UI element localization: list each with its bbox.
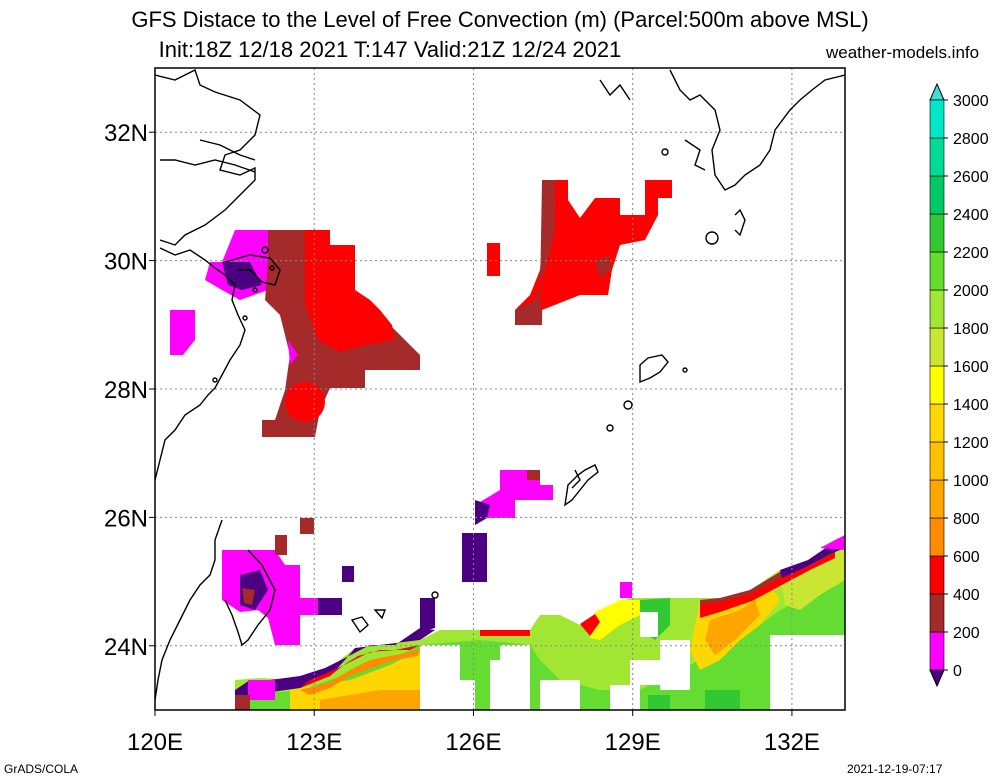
colorbar-label: 1800 [953,321,989,338]
colorbar-label: 3000 [953,93,989,110]
colorbar-label: 800 [953,511,980,528]
colorbar-swatch [929,517,945,557]
lfc-field [170,180,845,710]
lon-tick-labels: 120E 123E 126E 129E 132E [127,710,820,756]
field-high-south [235,535,845,710]
colorbar-swatch [929,175,945,215]
colorbar-label: 1200 [953,435,989,452]
colorbar-arrow-top [929,82,945,101]
lon-tick-label: 123E [286,729,342,756]
lon-tick-label: 132E [764,729,820,756]
colorbar-label: 1600 [953,359,989,376]
colorbar-label: 0 [953,663,962,680]
field-low-okinawa [300,470,553,582]
footer-timestamp: 2021-12-19-07:17 [847,762,943,776]
lat-tick-label: 24N [104,634,148,661]
colorbar-label: 1400 [953,397,989,414]
colorbar-swatch [929,213,945,253]
field-mid-eastchina [262,230,420,437]
colorbar-label: 2800 [953,131,989,148]
lon-tick-label: 120E [127,729,183,756]
colorbar-swatch [929,593,945,633]
colorbar-label: 2200 [953,245,989,262]
colorbar-swatch [929,365,945,405]
colorbar-swatch [929,327,945,367]
site-credit: weather-models.info [826,43,980,62]
field-low-zhoushan [170,230,268,355]
colorbar-swatch [929,251,945,291]
colorbar-swatch [929,137,945,177]
colorbar-label: 200 [953,625,980,642]
lon-tick-label: 126E [445,729,501,756]
field-low-taiwan [222,535,354,645]
colorbar-label: 600 [953,549,980,566]
colorbar: 0 200 400 600 800 1000 1200 1400 1600 1800 2000 220… [929,82,989,688]
colorbar-swatch [929,631,945,671]
lat-tick-label: 32N [104,120,148,147]
colorbar-swatch [929,479,945,519]
lat-tick-label: 28N [104,377,148,404]
lat-tick-labels: 24N 26N 28N 30N 32N [104,120,155,661]
colorbar-label: 1000 [953,473,989,490]
field-mid-central [487,180,672,325]
map-subtitle: Init:18Z 12/18 2021 T:147 Valid:21Z 12/2… [158,37,622,62]
colorbar-label: 400 [953,587,980,604]
colorbar-label: 2400 [953,207,989,224]
colorbar-swatch [929,555,945,595]
colorbar-label: 2600 [953,169,989,186]
lon-tick-label: 129E [605,729,661,756]
lat-tick-label: 26N [104,505,148,532]
lat-tick-label: 30N [104,249,148,276]
colorbar-label: 2000 [953,283,989,300]
colorbar-arrow-bottom [929,669,945,688]
colorbar-swatch [929,441,945,481]
footer-credit: GrADS/COLA [4,762,79,776]
coastlines [155,69,845,701]
colorbar-swatch [929,289,945,329]
colorbar-swatch [929,403,945,443]
map-title: GFS Distace to the Level of Free Convect… [131,7,869,32]
colorbar-swatch [929,99,945,139]
